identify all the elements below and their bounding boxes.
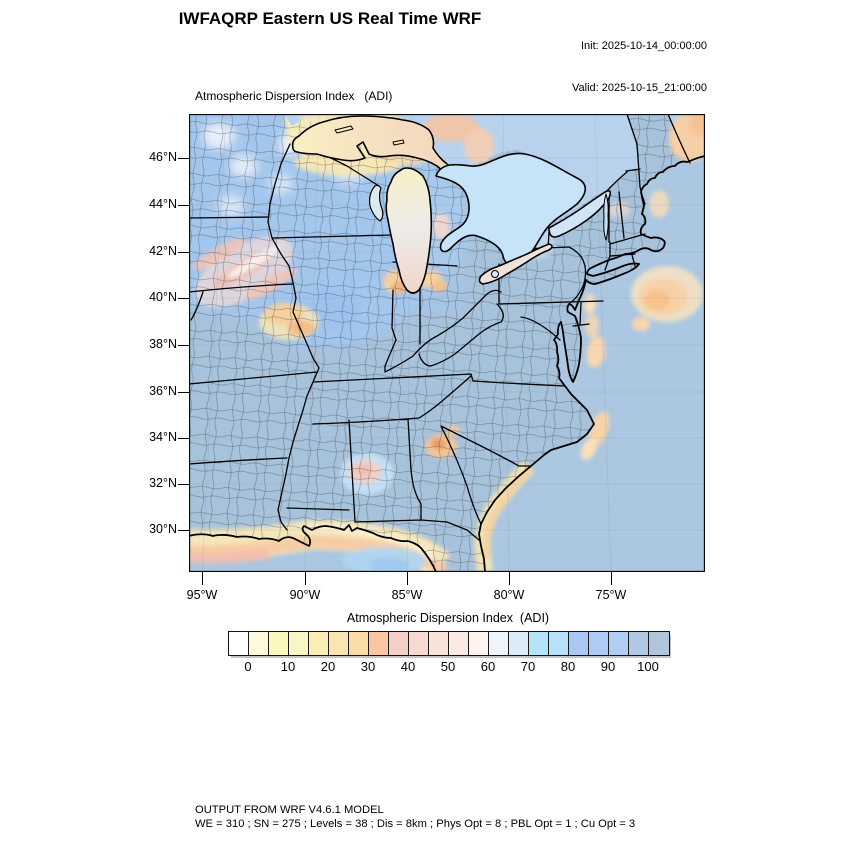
lat-label: 32°N	[149, 476, 177, 490]
colorbar-cell	[509, 632, 529, 655]
valid-time: Valid: 2025-10-15_21:00:00	[572, 82, 707, 94]
colorbar-cell	[229, 632, 249, 655]
coastline	[188, 155, 706, 573]
colorbar-tick-label: 20	[320, 659, 336, 674]
lat-label: 38°N	[149, 337, 177, 351]
colorbar-cell	[489, 632, 509, 655]
colorbar-cell	[249, 632, 269, 655]
page-title: IWFAQRP Eastern US Real Time WRF	[178, 9, 482, 28]
colorbar-tick-label: 90	[600, 659, 616, 674]
lat-tick	[178, 530, 189, 532]
colorbar	[228, 631, 670, 656]
colorbar-tick-label: 100	[637, 659, 659, 674]
colorbar-cell	[529, 632, 549, 655]
colorbar-cell	[649, 632, 669, 655]
great-lakes	[291, 115, 612, 294]
colorbar-cell	[289, 632, 309, 655]
colorbar-cell	[429, 632, 449, 655]
lon-tick	[611, 572, 613, 585]
colorbar-tick-label: 30	[360, 659, 376, 674]
lon-label: 95°W	[186, 588, 218, 602]
colorbar-cell	[269, 632, 289, 655]
lake-st-clair	[491, 270, 499, 278]
footer-model-line: OUTPUT FROM WRF V4.6.1 MODEL	[195, 804, 384, 816]
init-time: Init: 2025-10-14_00:00:00	[581, 40, 707, 52]
lon-tick	[202, 572, 204, 585]
map-frame	[189, 114, 705, 572]
lat-tick	[178, 205, 189, 207]
colorbar-tick-label: 70	[520, 659, 536, 674]
lat-label: 34°N	[149, 430, 177, 444]
colorbar-tick-label: 0	[244, 659, 252, 674]
colorbar-tick-label: 80	[560, 659, 576, 674]
lon-tick	[305, 572, 307, 585]
lon-tick	[509, 572, 511, 585]
lat-tick	[178, 298, 189, 300]
adi-map-svg	[179, 104, 713, 578]
colorbar-cell	[569, 632, 589, 655]
lat-label: 42°N	[149, 244, 177, 258]
lat-tick	[178, 438, 189, 440]
colorbar-cell	[349, 632, 369, 655]
lat-tick	[178, 252, 189, 254]
colorbar-cell	[549, 632, 569, 655]
lat-label: 40°N	[149, 290, 177, 304]
gulf-coast-band	[188, 460, 535, 578]
colorbar-cell	[589, 632, 609, 655]
lake-michigan	[385, 167, 433, 294]
offshore-warm-blobs	[580, 190, 703, 460]
isle-royale	[334, 125, 354, 134]
lat-tick	[178, 484, 189, 486]
superior-island	[392, 139, 405, 146]
lat-tick	[178, 158, 189, 160]
colorbar-tick-label: 10	[280, 659, 296, 674]
lon-label: 75°W	[595, 588, 627, 602]
colorbar-cell	[409, 632, 429, 655]
colorbar-cell	[389, 632, 409, 655]
colorbar-cell	[329, 632, 349, 655]
field-label: Atmospheric Dispersion Index (ADI)	[195, 89, 393, 103]
lon-tick	[407, 572, 409, 585]
lat-label: 30°N	[149, 522, 177, 536]
lon-label: 90°W	[289, 588, 321, 602]
map-canvas	[179, 104, 713, 578]
colorbar-cell	[629, 632, 649, 655]
colorbar-tick-label: 50	[440, 659, 456, 674]
lat-label: 44°N	[149, 197, 177, 211]
colorbar-cell	[369, 632, 389, 655]
lon-label: 80°W	[493, 588, 525, 602]
lat-tick	[178, 392, 189, 394]
green-bay	[368, 184, 384, 222]
lat-tick	[178, 345, 189, 347]
colorbar-tick-label: 60	[480, 659, 496, 674]
footer-config-line: WE = 310 ; SN = 275 ; Levels = 38 ; Dis …	[195, 818, 636, 830]
colorbar-tick-label: 40	[400, 659, 416, 674]
colorbar-cell	[469, 632, 489, 655]
colorbar-cell	[449, 632, 469, 655]
lat-label: 36°N	[149, 384, 177, 398]
run-metadata: Init: 2025-10-14_00:00:00 Valid: 2025-10…	[572, 11, 707, 123]
lat-label: 46°N	[149, 150, 177, 164]
lon-label: 85°W	[391, 588, 423, 602]
colorbar-cell	[309, 632, 329, 655]
colorbar-cell	[609, 632, 629, 655]
lake-champlain	[603, 193, 609, 241]
lake-ontario	[548, 190, 612, 238]
colorbar-title: Atmospheric Dispersion Index (ADI)	[346, 611, 550, 625]
